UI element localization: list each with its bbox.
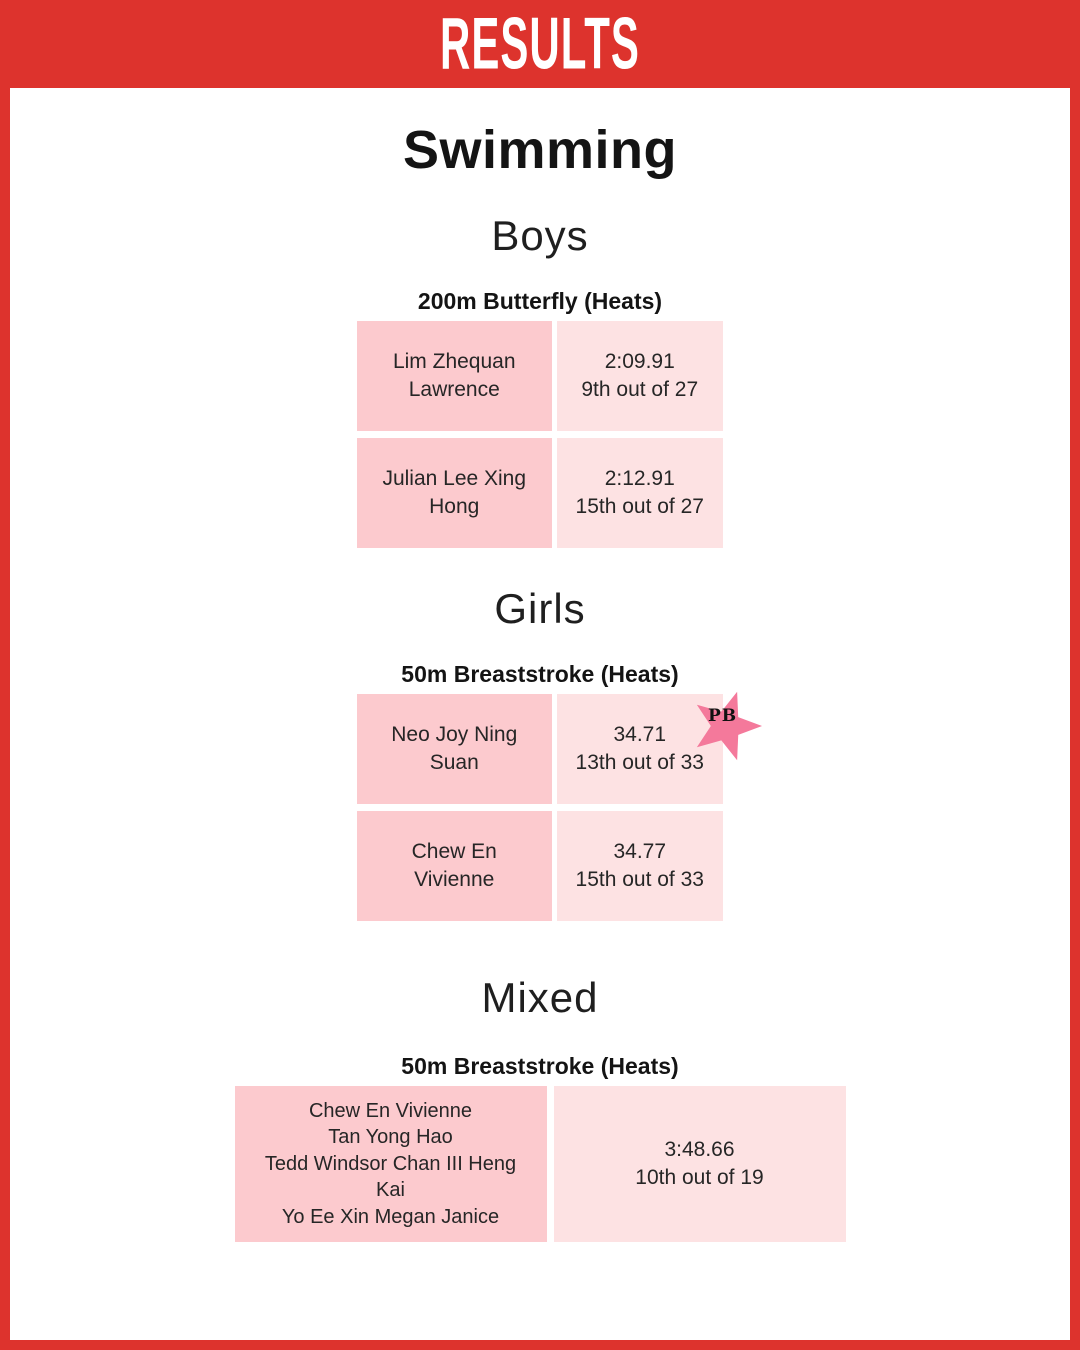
section-heading-boys: Boys: [491, 212, 589, 259]
result-time: 2:09.91: [604, 349, 675, 373]
section-heading-mixed: Mixed: [481, 974, 599, 1021]
results-banner: RESULTS: [0, 0, 1080, 88]
result-time: 3:48.66: [664, 1137, 735, 1161]
event-title-girls: 50m Breaststroke (Heats): [401, 661, 679, 687]
result-cell: 2:12.91 15th out of 27: [556, 438, 723, 548]
relay-team-cell: Chew En Vivienne Tan Yong Hao Tedd Winds…: [234, 1086, 547, 1242]
relay-member-name: Tan Yong Hao: [328, 1126, 453, 1149]
pb-star-icon: PB: [687, 690, 765, 762]
result-time: 34.71: [613, 722, 667, 746]
result-rank: 15th out of 33: [575, 868, 704, 891]
table-row: Julian Lee Xing Hong 2:12.91 15th out of…: [357, 438, 723, 548]
result-cell: 34.77 15th out of 33: [556, 811, 723, 921]
event-title-mixed: 50m Breaststroke (Heats): [401, 1053, 679, 1079]
result-rank: 13th out of 33: [575, 751, 704, 774]
result-cell: 3:48.66 10th out of 19: [553, 1086, 846, 1242]
table-row: Lim Zhequan Lawrence 2:09.91 9th out of …: [357, 321, 723, 431]
result-cell: 2:09.91 9th out of 27: [556, 321, 723, 431]
results-table-girls: Neo Joy Ning Suan 34.71 13th out of 33 P…: [357, 691, 763, 921]
athlete-name-cell: Neo Joy Ning Suan: [357, 694, 552, 804]
relay-member-name: Yo Ee Xin Megan Janice: [281, 1205, 500, 1228]
results-table-mixed: Chew En Vivienne Tan Yong Hao Tedd Winds…: [10, 1086, 1070, 1242]
results-title: RESULTS: [440, 2, 640, 85]
table-row: Chew En Vivienne 34.77 15th out of 33: [357, 811, 723, 921]
page-title: Swimming: [402, 120, 678, 180]
relay-member-name: Tedd Windsor Chan III Heng Kai: [264, 1152, 517, 1202]
result-rank: 10th out of 19: [635, 1166, 764, 1189]
result-cell: 34.71 13th out of 33 PB: [556, 691, 763, 804]
athlete-name-cell: Chew En Vivienne: [357, 811, 552, 921]
result-rank: 15th out of 27: [575, 495, 704, 518]
section-heading-girls: Girls: [494, 585, 586, 632]
result-rank: 9th out of 27: [581, 378, 699, 401]
table-row: Neo Joy Ning Suan 34.71 13th out of 33 P…: [357, 691, 763, 804]
event-title-boys: 200m Butterfly (Heats): [417, 288, 663, 314]
relay-member-name: Chew En Vivienne: [308, 1100, 473, 1123]
athlete-name-cell: Lim Zhequan Lawrence: [357, 321, 552, 431]
result-time: 34.77: [613, 839, 667, 863]
poster-content: Swimming Boys 200m Butterfly (Heats) Lim…: [10, 88, 1070, 1340]
results-table-boys: Lim Zhequan Lawrence 2:09.91 9th out of …: [357, 321, 723, 548]
result-time: 2:12.91: [604, 466, 675, 490]
pb-badge-label: PB: [708, 706, 738, 726]
athlete-name-cell: Julian Lee Xing Hong: [357, 438, 552, 548]
